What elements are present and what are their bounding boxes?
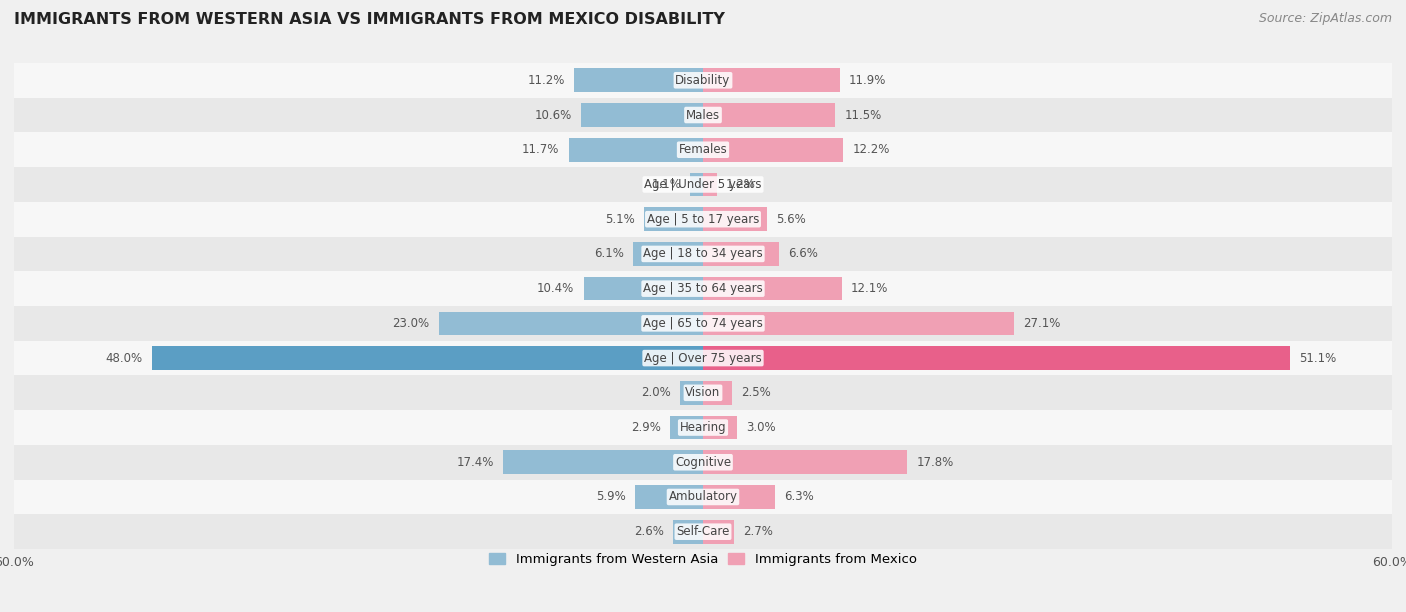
Legend: Immigrants from Western Asia, Immigrants from Mexico: Immigrants from Western Asia, Immigrants… xyxy=(484,548,922,571)
Bar xyxy=(14,480,1392,514)
Bar xyxy=(575,69,703,92)
Text: 2.6%: 2.6% xyxy=(634,525,664,538)
Bar xyxy=(14,514,1392,549)
Bar xyxy=(14,375,1392,410)
Bar xyxy=(703,103,835,127)
Text: Age | Under 5 years: Age | Under 5 years xyxy=(644,178,762,191)
Text: 17.8%: 17.8% xyxy=(917,456,953,469)
Text: Age | 5 to 17 years: Age | 5 to 17 years xyxy=(647,213,759,226)
Text: Self-Care: Self-Care xyxy=(676,525,730,538)
Bar xyxy=(503,450,703,474)
Bar xyxy=(14,63,1392,98)
Bar xyxy=(568,138,703,162)
Bar xyxy=(636,485,703,509)
Bar xyxy=(14,410,1392,445)
Text: Ambulatory: Ambulatory xyxy=(668,490,738,504)
Text: Females: Females xyxy=(679,143,727,156)
Text: 5.6%: 5.6% xyxy=(776,213,806,226)
Bar xyxy=(703,416,738,439)
Bar xyxy=(152,346,703,370)
Text: Age | Over 75 years: Age | Over 75 years xyxy=(644,351,762,365)
Text: Disability: Disability xyxy=(675,74,731,87)
Text: 17.4%: 17.4% xyxy=(457,456,494,469)
Bar xyxy=(14,341,1392,375)
Bar xyxy=(14,306,1392,341)
Bar xyxy=(14,202,1392,237)
Text: 5.1%: 5.1% xyxy=(606,213,636,226)
Bar xyxy=(703,138,844,162)
Bar xyxy=(14,237,1392,271)
Bar xyxy=(439,312,703,335)
Text: Cognitive: Cognitive xyxy=(675,456,731,469)
Text: Vision: Vision xyxy=(685,386,721,399)
Bar xyxy=(703,520,734,543)
Text: Age | 65 to 74 years: Age | 65 to 74 years xyxy=(643,317,763,330)
Text: 27.1%: 27.1% xyxy=(1024,317,1060,330)
Bar xyxy=(703,346,1289,370)
Bar xyxy=(673,520,703,543)
Text: 11.9%: 11.9% xyxy=(849,74,886,87)
Text: 2.9%: 2.9% xyxy=(631,421,661,434)
Text: 10.4%: 10.4% xyxy=(537,282,575,295)
Text: 48.0%: 48.0% xyxy=(105,351,142,365)
Text: 6.1%: 6.1% xyxy=(593,247,624,261)
Bar xyxy=(703,207,768,231)
Text: 12.2%: 12.2% xyxy=(852,143,890,156)
Text: 3.0%: 3.0% xyxy=(747,421,776,434)
Text: 10.6%: 10.6% xyxy=(534,108,572,122)
Bar xyxy=(14,445,1392,480)
Text: 6.3%: 6.3% xyxy=(785,490,814,504)
Text: 6.6%: 6.6% xyxy=(787,247,818,261)
Text: 23.0%: 23.0% xyxy=(392,317,430,330)
Text: 1.1%: 1.1% xyxy=(651,178,681,191)
Bar xyxy=(703,69,839,92)
Bar xyxy=(14,98,1392,132)
Text: 51.1%: 51.1% xyxy=(1299,351,1336,365)
Bar xyxy=(14,271,1392,306)
Text: 2.0%: 2.0% xyxy=(641,386,671,399)
Bar xyxy=(583,277,703,300)
Text: 11.5%: 11.5% xyxy=(844,108,882,122)
Bar xyxy=(703,242,779,266)
Bar xyxy=(703,485,775,509)
Bar xyxy=(581,103,703,127)
Text: 11.2%: 11.2% xyxy=(527,74,565,87)
Bar xyxy=(690,173,703,196)
Text: Age | 35 to 64 years: Age | 35 to 64 years xyxy=(643,282,763,295)
Bar xyxy=(681,381,703,405)
Text: 11.7%: 11.7% xyxy=(522,143,560,156)
Bar xyxy=(703,277,842,300)
Bar xyxy=(703,381,731,405)
Bar xyxy=(14,132,1392,167)
Text: Age | 18 to 34 years: Age | 18 to 34 years xyxy=(643,247,763,261)
Text: 12.1%: 12.1% xyxy=(851,282,889,295)
Text: Males: Males xyxy=(686,108,720,122)
Text: Hearing: Hearing xyxy=(679,421,727,434)
Bar xyxy=(669,416,703,439)
Text: 1.2%: 1.2% xyxy=(725,178,756,191)
Text: 5.9%: 5.9% xyxy=(596,490,626,504)
Bar xyxy=(644,207,703,231)
Bar xyxy=(703,173,717,196)
Bar xyxy=(633,242,703,266)
Bar xyxy=(703,450,907,474)
Text: Source: ZipAtlas.com: Source: ZipAtlas.com xyxy=(1258,12,1392,25)
Bar xyxy=(703,312,1014,335)
Text: IMMIGRANTS FROM WESTERN ASIA VS IMMIGRANTS FROM MEXICO DISABILITY: IMMIGRANTS FROM WESTERN ASIA VS IMMIGRAN… xyxy=(14,12,725,28)
Text: 2.7%: 2.7% xyxy=(744,525,773,538)
Text: 2.5%: 2.5% xyxy=(741,386,770,399)
Bar xyxy=(14,167,1392,202)
